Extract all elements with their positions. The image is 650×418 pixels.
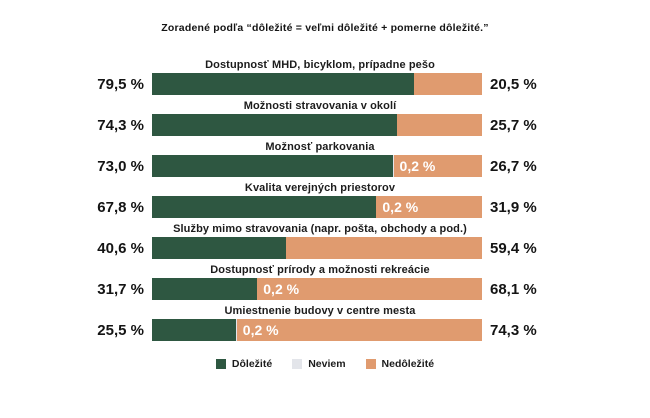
chart-row: Možnosti stravovania v okolí 74,3 % 25,7… xyxy=(0,99,650,136)
neviem-value-label: 0,2 % xyxy=(382,199,419,215)
unimportant-value-label: 25,7 % xyxy=(490,116,537,134)
bar-segment-dolezite xyxy=(152,155,393,177)
legend-item-dolezite: Dôležité xyxy=(215,358,273,370)
legend-swatch-neviem-icon xyxy=(292,359,303,369)
chart-row: Kvalita verejných priestorov 67,8 % 0,2 … xyxy=(0,181,650,218)
category-label: Dostupnosť prírody a možnosti rekreácie xyxy=(210,264,430,276)
bar-line: 79,5 % 20,5 % xyxy=(0,73,650,95)
chart-row: Dostupnosť MHD, bicyklom, prípadne pešo … xyxy=(0,58,650,95)
legend-item-nedolezite: Nedôležité xyxy=(365,358,435,370)
bar-line: 73,0 % 0,2 % 26,7 % xyxy=(0,155,650,177)
stacked-bar xyxy=(152,73,482,95)
chart-row: Možnosť parkovania 73,0 % 0,2 % 26,7 % xyxy=(0,140,650,177)
bar-segment-neviem xyxy=(236,319,237,341)
bar-segment-nedolezite xyxy=(285,237,482,259)
chart-title: Zoradené podľa “dôležité = veľmi dôležit… xyxy=(161,22,489,34)
bar-line: 40,6 % 59,4 % xyxy=(0,237,650,259)
bar-segment-neviem xyxy=(375,196,377,218)
legend-swatch-nedolezite-icon xyxy=(365,359,376,369)
stacked-bar xyxy=(152,114,482,136)
category-label: Umiestnenie budovy v centre mesta xyxy=(224,305,416,317)
legend-item-neviem: Neviem xyxy=(292,358,346,370)
stacked-bar: 0,2 % xyxy=(152,319,482,341)
bar-segment-nedolezite: 0,2 % xyxy=(257,278,482,300)
chart-row: Dostupnosť prírody a možnosti rekreácie … xyxy=(0,263,650,300)
chart-row: Umiestnenie budovy v centre mesta 25,5 %… xyxy=(0,304,650,341)
bar-segment-nedolezite: 0,2 % xyxy=(393,155,482,177)
bar-segment-neviem xyxy=(256,278,258,300)
unimportant-value-label: 74,3 % xyxy=(490,321,537,339)
bar-segment-nedolezite xyxy=(414,73,482,95)
important-value-label: 25,5 % xyxy=(97,321,144,339)
bar-segment-nedolezite: 0,2 % xyxy=(376,196,482,218)
important-value-label: 73,0 % xyxy=(97,157,144,175)
stacked-bar: 0,2 % xyxy=(152,196,482,218)
category-label: Dostupnosť MHD, bicyklom, prípadne pešo xyxy=(205,59,435,71)
bar-segment-nedolezite xyxy=(397,114,482,136)
bar-line: 67,8 % 0,2 % 31,9 % xyxy=(0,196,650,218)
bar-segment-nedolezite: 0,2 % xyxy=(236,319,482,341)
important-value-label: 40,6 % xyxy=(97,239,144,257)
category-label: Možnosť parkovania xyxy=(265,141,375,153)
important-value-label: 31,7 % xyxy=(97,280,144,298)
important-value-label: 79,5 % xyxy=(97,75,144,93)
bar-segment-dolezite xyxy=(152,319,237,341)
neviem-value-label: 0,2 % xyxy=(399,158,436,174)
bar-line: 31,7 % 0,2 % 68,1 % xyxy=(0,278,650,300)
bar-segment-dolezite xyxy=(152,278,257,300)
category-label: Možnosti stravovania v okolí xyxy=(243,100,397,112)
neviem-value-label: 0,2 % xyxy=(242,322,279,338)
unimportant-value-label: 20,5 % xyxy=(490,75,537,93)
bar-line: 25,5 % 0,2 % 74,3 % xyxy=(0,319,650,341)
legend-label: Nedôležité xyxy=(381,358,435,370)
bar-segment-dolezite xyxy=(152,114,398,136)
neviem-value-label: 0,2 % xyxy=(263,281,300,297)
unimportant-value-label: 31,9 % xyxy=(490,198,537,216)
bar-segment-dolezite xyxy=(152,196,376,218)
legend-label: Neviem xyxy=(308,358,346,370)
stacked-bar xyxy=(152,237,482,259)
chart-legend: Dôležité Neviem Nedôležité xyxy=(0,358,650,370)
stacked-bar: 0,2 % xyxy=(152,278,482,300)
important-value-label: 74,3 % xyxy=(97,116,144,134)
stacked-bar: 0,2 % xyxy=(152,155,482,177)
unimportant-value-label: 68,1 % xyxy=(490,280,537,298)
bar-segment-neviem xyxy=(392,155,394,177)
chart-row: Služby mimo stravovania (napr. pošta, ob… xyxy=(0,222,650,259)
category-label: Kvalita verejných priestorov xyxy=(244,182,396,194)
bar-segment-dolezite xyxy=(152,73,415,95)
legend-swatch-dolezite-icon xyxy=(215,359,226,369)
unimportant-value-label: 59,4 % xyxy=(490,239,537,257)
bar-segment-dolezite xyxy=(152,237,286,259)
bar-line: 74,3 % 25,7 % xyxy=(0,114,650,136)
important-value-label: 67,8 % xyxy=(97,198,144,216)
unimportant-value-label: 26,7 % xyxy=(490,157,537,175)
chart-rows: Dostupnosť MHD, bicyklom, prípadne pešo … xyxy=(0,58,650,341)
legend-label: Dôležité xyxy=(231,358,273,370)
category-label: Služby mimo stravovania (napr. pošta, ob… xyxy=(173,223,467,235)
